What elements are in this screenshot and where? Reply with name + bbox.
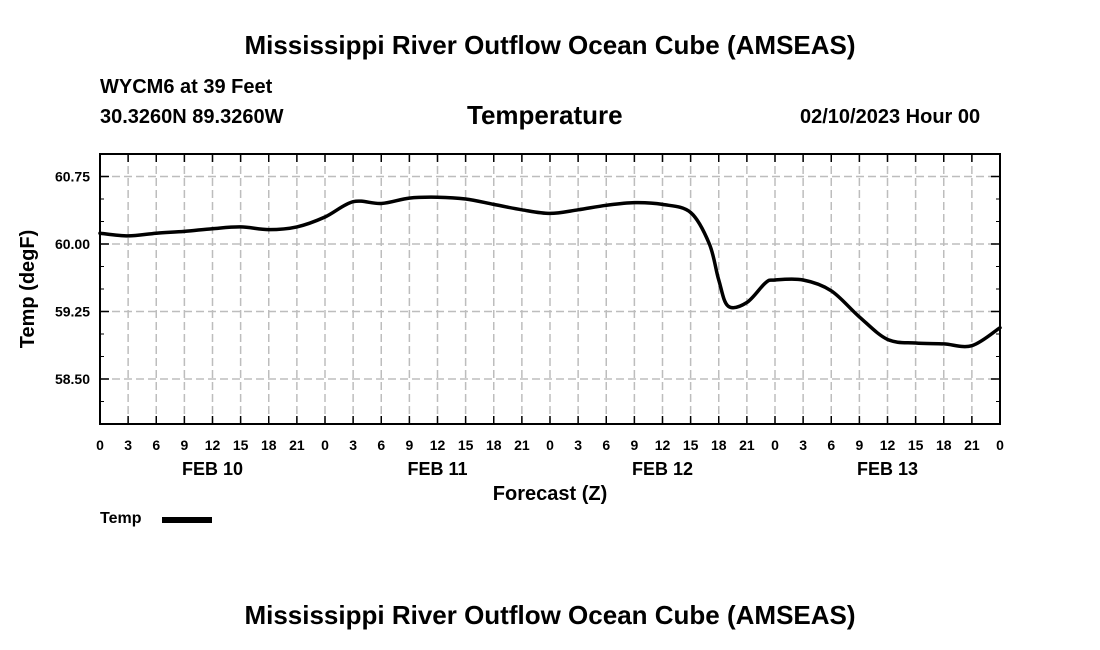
x-tick-label: 18 (486, 437, 502, 453)
x-tick-label: 6 (827, 437, 835, 453)
x-tick-label: 0 (546, 437, 554, 453)
chart-title-top: Mississippi River Outflow Ocean Cube (AM… (244, 30, 856, 60)
x-tick-label: 15 (233, 437, 249, 453)
x-tick-label: 0 (321, 437, 329, 453)
x-tick-label: 21 (289, 437, 305, 453)
x-day-label: FEB 10 (182, 459, 243, 479)
axis-ticks (99, 154, 1001, 424)
x-tick-label: 9 (180, 437, 188, 453)
x-tick-label: 3 (349, 437, 357, 453)
x-tick-label: 15 (683, 437, 699, 453)
x-tick-label: 9 (630, 437, 638, 453)
forecast-datetime: 02/10/2023 Hour 00 (800, 106, 981, 128)
x-tick-label: 0 (996, 437, 1004, 453)
x-axis-label: Forecast (Z) (493, 483, 607, 505)
chart-title-bottom: Mississippi River Outflow Ocean Cube (AM… (244, 600, 856, 630)
x-tick-label: 12 (430, 437, 446, 453)
station-label: WYCM6 at 39 Feet (100, 76, 273, 98)
grid-lines (100, 154, 1000, 424)
x-tick-label: 21 (739, 437, 755, 453)
x-tick-label: 9 (405, 437, 413, 453)
x-day-label: FEB 13 (857, 459, 918, 479)
x-tick-label: 6 (377, 437, 385, 453)
x-day-label: FEB 11 (407, 459, 467, 479)
coordinates-label: 30.3260N 89.3260W (100, 106, 284, 128)
x-tick-label: 3 (124, 437, 132, 453)
x-tick-label: 0 (771, 437, 779, 453)
x-tick-label: 3 (799, 437, 807, 453)
x-tick-label: 0 (96, 437, 104, 453)
y-tick-label: 58.50 (55, 371, 90, 387)
x-tick-label: 9 (855, 437, 863, 453)
y-tick-label: 60.00 (55, 236, 90, 252)
x-tick-label: 12 (655, 437, 671, 453)
y-tick-label: 59.25 (55, 304, 90, 320)
legend-swatch (162, 517, 212, 523)
x-tick-label: 18 (711, 437, 727, 453)
x-tick-label: 12 (205, 437, 221, 453)
x-tick-label: 15 (458, 437, 474, 453)
x-tick-label: 3 (574, 437, 582, 453)
x-tick-label: 6 (602, 437, 610, 453)
x-tick-label: 15 (908, 437, 924, 453)
x-day-label: FEB 12 (632, 459, 693, 479)
x-tick-label: 6 (152, 437, 160, 453)
y-tick-label: 60.75 (55, 169, 90, 185)
x-tick-label: 21 (964, 437, 980, 453)
y-axis-label: Temp (degF) (17, 230, 39, 349)
x-tick-label: 18 (261, 437, 277, 453)
axis-labels: 0 3 6 9 12 15 18 21 0 3 6 9 12 15 18 21 0 3 6 9 12 15 18 21 0 3 6 9… (17, 169, 1004, 506)
legend-label: Temp (100, 510, 142, 527)
x-tick-label: 21 (514, 437, 530, 453)
chart-subtitle: Temperature (467, 100, 623, 130)
x-tick-label: 12 (880, 437, 896, 453)
series-line-temp (98, 195, 1002, 349)
x-tick-label: 18 (936, 437, 952, 453)
series-layer (98, 195, 1002, 349)
